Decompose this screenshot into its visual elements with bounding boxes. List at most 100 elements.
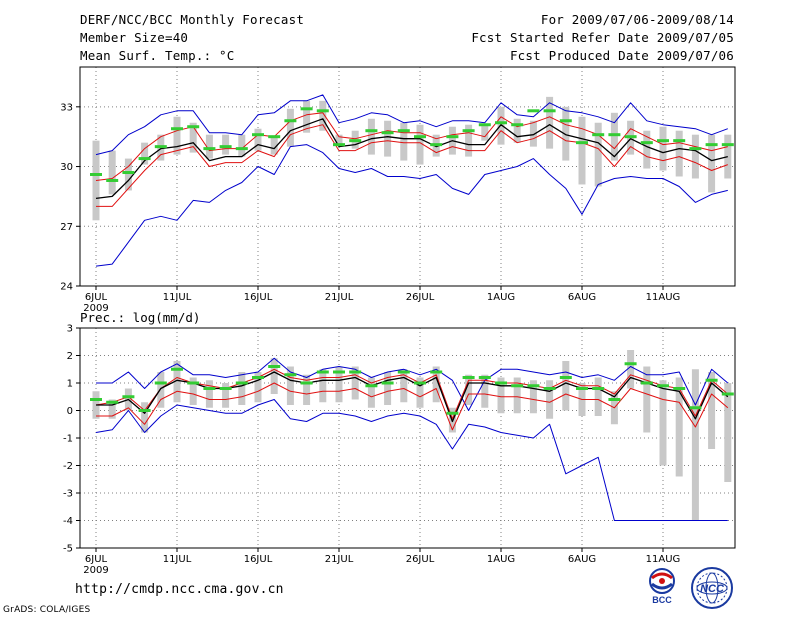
prec-spread-box <box>465 374 473 405</box>
prec-xtick-label: 1AUG <box>487 554 515 565</box>
temp-spread-box <box>141 142 149 165</box>
prec-xtick-label: 16JUL <box>244 554 273 565</box>
prec-xtick-label: 21JUL <box>325 554 354 565</box>
temp-mean-line <box>95 118 728 200</box>
temp-ytick-label: 30 <box>60 162 73 173</box>
prec-spread-box <box>384 372 392 405</box>
temp-spread-box <box>124 158 132 191</box>
prec-ytick-label: -5 <box>63 544 73 555</box>
prec-ytick-label: -3 <box>63 489 73 500</box>
temp-spread-box <box>222 134 230 155</box>
temp-ytick-label: 33 <box>60 102 73 113</box>
temp-spread-box <box>173 116 181 155</box>
prec-max-line <box>96 357 729 411</box>
temp-spread-box <box>254 128 262 151</box>
temp-spread-box <box>384 120 392 157</box>
temp-xtick-label: 6JUL <box>85 292 108 303</box>
temp-upper-line <box>95 112 728 181</box>
temp-spread-box <box>335 134 343 145</box>
prec-spread-box <box>189 377 197 405</box>
temp-panel: 24 27 30 33 6JUL 11JUL 16JUL 21JUL 26JUL 1AUG 6AUG… <box>60 66 736 314</box>
prec-spread-box <box>562 361 570 411</box>
prec-spread-box <box>286 366 294 405</box>
temp-spread-box <box>286 108 294 147</box>
prec-spread-box <box>335 366 343 403</box>
temp-frame <box>79 66 736 287</box>
prec-spread-box <box>303 374 311 405</box>
temp-spread-box <box>594 122 602 187</box>
temp-xtick-label: 1AUG <box>487 292 515 303</box>
temp-spread-box <box>578 116 586 185</box>
prec-ytick-label: -2 <box>63 461 73 472</box>
temp-spread-box <box>708 134 716 193</box>
temp-spread-box <box>303 100 311 133</box>
prec-spread-box <box>108 399 116 419</box>
temp-spread-box <box>610 112 618 161</box>
temp-xtick-label: 21JUL <box>325 292 354 303</box>
prec-spread-box <box>627 350 635 389</box>
temp-spread-box <box>497 106 505 145</box>
prec-ytick-label: 1 <box>67 379 73 390</box>
temp-spread-box <box>205 134 213 159</box>
title-line-1: DERF/NCC/BCC Monthly Forecast <box>80 12 305 27</box>
prec-spread-box <box>416 377 424 408</box>
temp-spread-box <box>270 136 278 155</box>
prec-ytick-label: -1 <box>63 434 73 445</box>
temp-spread-box <box>562 106 570 161</box>
prec-xtick-label: 6JUL <box>85 554 108 565</box>
temp-spread-box <box>465 124 473 157</box>
temp-spread-box <box>546 96 554 149</box>
prec-spread-box <box>351 366 359 400</box>
prec-spread-box <box>157 372 165 408</box>
prec-mean-line <box>96 371 729 423</box>
prec-spread-box <box>708 372 716 449</box>
ncc-logo: NCC <box>691 567 733 609</box>
temp-spread-box <box>416 124 424 165</box>
prec-ytick-label: 2 <box>67 351 73 362</box>
prec-spread-box <box>675 377 683 477</box>
grads-credit: GrADS: COLA/IGES <box>3 605 91 615</box>
prec-spread-box <box>141 402 149 433</box>
prec-panel: -5 -4 -3 -2 -1 0 1 2 3 6JUL 11JUL 16JUL 21JUL 26JUL 1A… <box>63 310 736 576</box>
forecast-start-date: Fcst Started Refer Date 2009/07/05 <box>471 30 734 45</box>
prec-spread-box <box>659 380 667 466</box>
prec-xtick-label: 6AUG <box>568 554 596 565</box>
temp-xtick-label: 11AUG <box>646 292 681 303</box>
prec-spread-box <box>367 377 375 408</box>
forecast-period: For 2009/07/06-2009/08/14 <box>540 12 734 27</box>
prec-ytick-label: -4 <box>63 516 73 527</box>
prec-panel-title: Prec.: log(mm/d) <box>80 310 200 325</box>
title-line-3: Mean Surf. Temp.: °C <box>80 48 235 63</box>
prec-spread-box <box>254 372 262 403</box>
prec-lower-line <box>96 382 729 431</box>
prec-spread-box <box>691 369 699 521</box>
prec-spread-box <box>238 372 246 405</box>
temp-spread-box <box>675 130 683 177</box>
prec-spread-box <box>594 377 602 416</box>
prec-spread-box <box>319 369 327 403</box>
temp-xtick-label: 11JUL <box>163 292 192 303</box>
temp-spread-box <box>659 126 667 171</box>
prec-spread-box <box>497 377 505 414</box>
prec-spread-box <box>481 374 489 408</box>
temp-ytick-label: 27 <box>60 222 73 233</box>
temp-spread-box <box>108 150 116 195</box>
prec-xtick-label: 11AUG <box>646 554 681 565</box>
temp-max-line <box>95 94 728 156</box>
temp-ytick-label: 24 <box>60 282 73 293</box>
temp-spread-box <box>319 100 327 131</box>
temp-spread-box <box>238 134 246 157</box>
prec-spread-box <box>173 361 181 403</box>
temp-spread-box <box>481 124 489 141</box>
prec-ytick-label: 3 <box>67 324 73 335</box>
temp-xtick-label: 26JUL <box>406 292 435 303</box>
prec-spread-box <box>400 369 408 403</box>
prec-xtick-label: 11JUL <box>163 554 192 565</box>
forecast-produced-date: Fcst Produced Date 2009/07/06 <box>509 48 734 63</box>
temp-spread-box <box>513 118 521 143</box>
prec-spread-box <box>643 366 651 433</box>
prec-spread-box <box>432 366 440 403</box>
temp-min-line <box>95 144 728 267</box>
source-url[interactable]: http://cmdp.ncc.cma.gov.cn <box>75 582 284 597</box>
